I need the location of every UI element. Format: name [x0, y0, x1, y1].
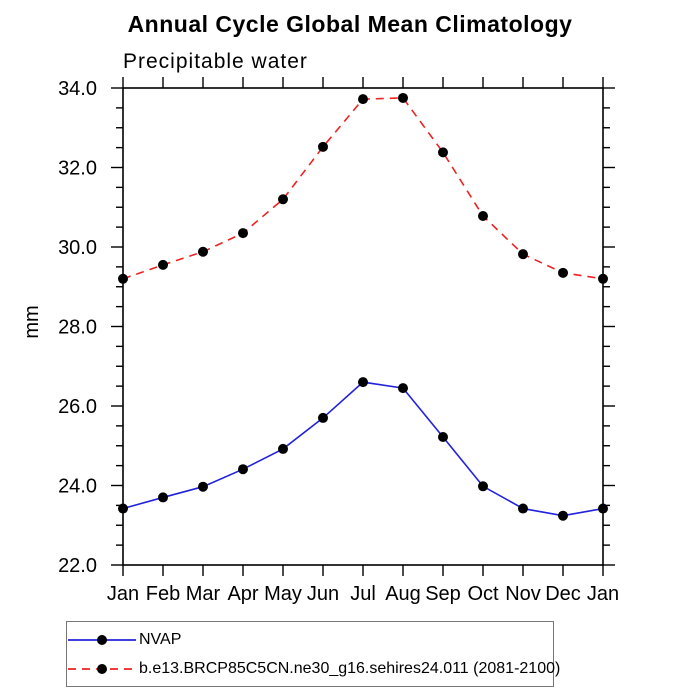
svg-text:Nov: Nov [505, 583, 541, 605]
legend-label: b.e13.BRCP85C5CN.ne30_g16.sehires24.011 … [139, 660, 561, 677]
svg-text:Jun: Jun [307, 583, 339, 605]
x-tick-labels: Jan Feb Mar Apr May Jun Jul Aug Sep Oct Nov Dec Jan [107, 583, 619, 605]
chart-title: Annual Cycle Global Mean Climatology [127, 11, 573, 37]
chart-subtitle: Precipitable water [123, 50, 308, 73]
svg-text:Oct: Oct [467, 583, 499, 605]
y-tick-labels: 22.0 24.0 26.0 28.0 30.0 32.0 34.0 [58, 78, 97, 577]
series-1 [118, 92, 608, 284]
legend: NVAP b.e13.BRCP85C5CN.ne30_g16.sehires24… [66, 621, 560, 687]
svg-text:24.0: 24.0 [58, 476, 97, 498]
svg-text:Mar: Mar [186, 583, 221, 605]
svg-text:34.0: 34.0 [58, 78, 97, 100]
legend-item-model: b.e13.BRCP85C5CN.ne30_g16.sehires24.011 … [67, 657, 560, 681]
y-axis-label: mm [21, 305, 43, 338]
svg-text:Dec: Dec [545, 583, 581, 605]
svg-text:Jan: Jan [107, 583, 139, 605]
legend-line-sample-dashed [68, 664, 136, 674]
svg-text:32.0: 32.0 [58, 158, 97, 180]
svg-text:26.0: 26.0 [58, 396, 97, 418]
svg-text:Aug: Aug [385, 583, 421, 605]
svg-text:Sep: Sep [425, 583, 461, 605]
svg-text:22.0: 22.0 [58, 555, 97, 577]
svg-text:May: May [264, 583, 302, 605]
svg-text:28.0: 28.0 [58, 317, 97, 339]
legend-label: NVAP [139, 631, 182, 648]
legend-line-sample-solid [68, 635, 136, 645]
plot-frame [122, 87, 604, 566]
y-axis-ticks [111, 87, 615, 566]
x-axis-ticks [122, 77, 604, 576]
svg-text:Apr: Apr [227, 583, 258, 605]
legend-item-nvap: NVAP [67, 628, 181, 652]
svg-text:Jan: Jan [587, 583, 619, 605]
svg-text:30.0: 30.0 [58, 237, 97, 259]
series-0 [118, 377, 608, 521]
svg-text:Jul: Jul [350, 583, 376, 605]
svg-text:Feb: Feb [146, 583, 180, 605]
